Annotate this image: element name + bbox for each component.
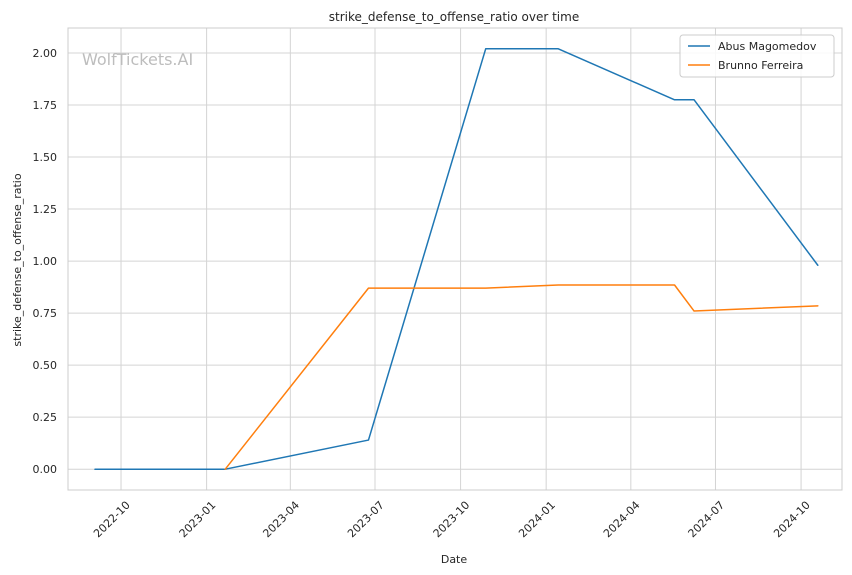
series-1 [94,48,819,470]
data-point [485,48,487,50]
data-point [94,468,96,470]
data-point [368,439,370,441]
y-axis-label: strike_defense_to_offense_ratio [11,173,24,346]
data-point [368,287,370,289]
legend: Abus Magomedov Brunno Ferreira [679,34,835,78]
data-point [674,284,676,286]
data-point [693,310,695,312]
y-tick-label: 0.50 [33,359,58,372]
watermark: WolfTickets.AI [82,50,193,69]
plot-area [68,28,842,490]
y-tick-label: 1.00 [33,255,58,268]
data-point [817,305,819,307]
y-tick-label: 2.00 [33,47,58,60]
chart-title: strike_defense_to_offense_ratio over tim… [329,10,579,24]
plot-frame [67,27,843,491]
legend-item: Brunno Ferreira [688,59,803,72]
legend-box [679,34,835,78]
legend-label: Brunno Ferreira [718,59,803,72]
y-axis-ticks: 0.00 0.25 0.50 0.75 1.00 1.25 1.50 1.75 2.00 [33,47,58,476]
y-tick-label: 0.25 [33,411,58,424]
legend-label: Abus Magomedov [718,40,817,53]
y-tick-label: 1.50 [33,151,58,164]
x-axis-label: Date [441,553,468,566]
data-point [693,99,695,101]
y-tick-label: 0.00 [33,463,58,476]
series-line [224,284,819,470]
data-point [817,264,819,266]
series-2 [224,284,819,470]
grid [68,28,842,490]
y-tick-label: 1.75 [33,99,58,112]
data-point [485,287,487,289]
series-line [94,48,819,470]
legend-item: Abus Magomedov [688,40,817,53]
data-point [557,284,559,286]
data-point [224,468,226,470]
y-tick-label: 1.25 [33,203,58,216]
series-layer [94,48,819,470]
y-tick-label: 0.75 [33,307,58,320]
data-point [557,48,559,50]
data-point [674,99,676,101]
